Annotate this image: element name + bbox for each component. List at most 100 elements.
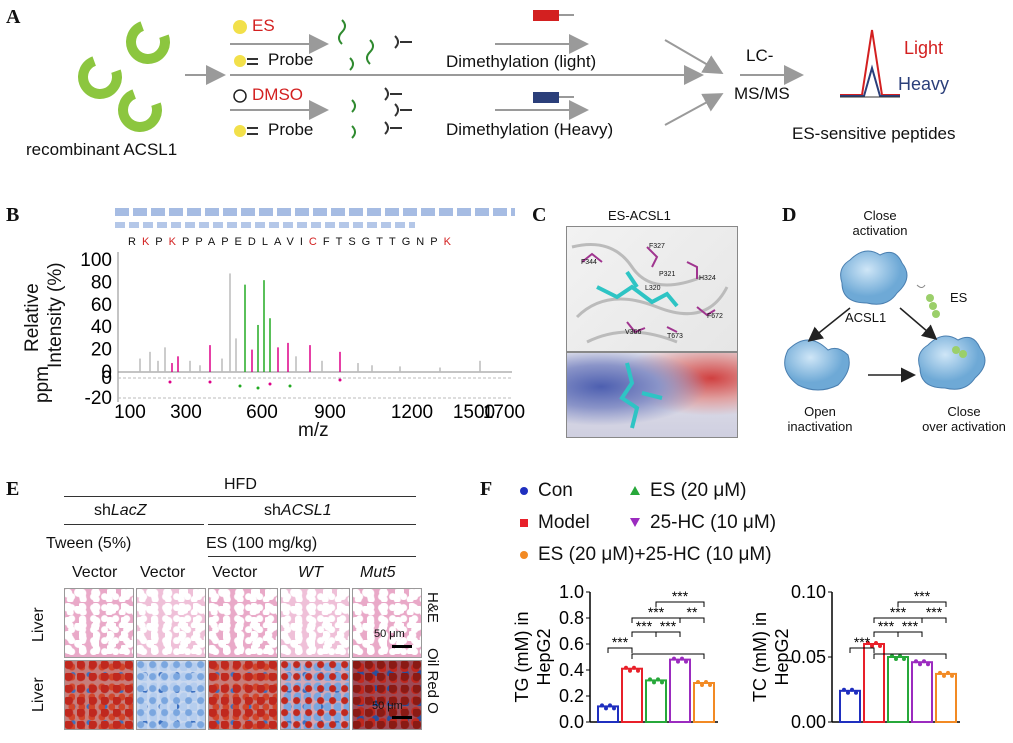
legend-item: Con bbox=[520, 480, 573, 502]
peptide-residue: L bbox=[261, 236, 274, 248]
data-point bbox=[842, 687, 846, 692]
legend-item: ES (20 μM)+25-HC (10 μM) bbox=[520, 544, 772, 566]
significance-label: *** bbox=[914, 588, 931, 604]
peptide-residue: K bbox=[141, 236, 156, 248]
y-tick-label: 0.6 bbox=[559, 634, 584, 654]
residue-f672: F672 bbox=[707, 313, 723, 320]
y-tick-label: 0.2 bbox=[559, 686, 584, 706]
es-label: ES bbox=[252, 16, 275, 35]
residue-l320: L320 bbox=[645, 285, 661, 292]
panel-label-c: C bbox=[532, 204, 547, 226]
data-point bbox=[608, 703, 612, 708]
residue-t673: T673 bbox=[667, 333, 683, 340]
significance-label: *** bbox=[636, 618, 653, 634]
oil-red-image-5 bbox=[352, 660, 422, 730]
data-point bbox=[898, 654, 902, 658]
dimethylation-heavy-label: Dimethylation (Heavy) bbox=[446, 120, 614, 139]
data-point bbox=[604, 706, 608, 711]
legend-item: Model bbox=[520, 512, 590, 534]
ppm-point bbox=[256, 386, 260, 390]
es-acsl1-title: ES-ACSL1 bbox=[608, 208, 671, 223]
residue-f344: F344 bbox=[581, 259, 597, 266]
significance-bracket bbox=[849, 647, 875, 653]
data-point bbox=[708, 683, 712, 687]
data-point bbox=[846, 690, 850, 695]
peptide-residue: K bbox=[443, 236, 457, 248]
hfd-label: HFD bbox=[224, 476, 257, 493]
data-point bbox=[628, 668, 632, 673]
y-axis-label: TG (mM) in bbox=[512, 612, 532, 703]
significance-bracket bbox=[873, 653, 947, 659]
peptide-icons-green bbox=[338, 19, 374, 139]
peptide-residue: P bbox=[195, 236, 208, 248]
data-point bbox=[902, 657, 906, 661]
col-mut5: Mut5 bbox=[360, 564, 396, 581]
bar bbox=[887, 656, 909, 723]
es-ligand-label: ES bbox=[950, 290, 968, 305]
y-tick-label: 0.00 bbox=[791, 712, 826, 732]
msms-label: MS/MS bbox=[734, 84, 790, 103]
y-tick-label: 0.0 bbox=[559, 712, 584, 732]
recombinant-label: recombinant ACSL1 bbox=[26, 140, 178, 159]
row-liver-2: Liver bbox=[30, 677, 47, 713]
data-point bbox=[656, 677, 660, 682]
residue-v366: V366 bbox=[625, 329, 642, 336]
chart-tg: 0.00.20.40.60.81.0TG (mM) in HepG2 *******… bbox=[512, 582, 718, 732]
significance-label: ** bbox=[687, 604, 698, 620]
legend-label: ES (20 μM)+25-HC (10 μM) bbox=[538, 544, 772, 565]
significance-bracket bbox=[897, 631, 923, 637]
es-sensitive-label: ES-sensitive peptides bbox=[792, 124, 956, 143]
legend-marker bbox=[520, 518, 528, 527]
ppm-point bbox=[268, 382, 272, 386]
col-vector-2: Vector bbox=[140, 564, 186, 581]
peptide-residue: K bbox=[168, 236, 182, 248]
ppm-tick: -20 bbox=[85, 388, 112, 409]
peptide-residue: D bbox=[247, 236, 262, 248]
data-point bbox=[918, 662, 922, 667]
peptide-icons-labeled bbox=[384, 35, 412, 135]
ppm-point bbox=[238, 384, 242, 388]
peptide-residue: R bbox=[128, 236, 142, 248]
acsl1-label: ACSL1 bbox=[845, 310, 887, 325]
peptide-residue: P bbox=[430, 236, 444, 248]
significance-label: *** bbox=[926, 604, 943, 620]
y-tick-label: 0.8 bbox=[559, 608, 584, 628]
oil-red-image-1 bbox=[64, 660, 134, 730]
peptide-residue: G bbox=[361, 236, 377, 248]
shlacz-label: shLacZ bbox=[94, 502, 147, 519]
significance-label: *** bbox=[660, 618, 677, 634]
ppm-label: ppm bbox=[32, 366, 53, 404]
data-point bbox=[874, 641, 878, 645]
panel-label-b: B bbox=[6, 204, 20, 226]
es-dose-label: ES (100 mg/kg) bbox=[206, 535, 318, 552]
data-point bbox=[636, 668, 640, 673]
data-point bbox=[938, 670, 942, 675]
significance-bracket bbox=[655, 631, 681, 637]
bar bbox=[693, 682, 715, 723]
peptide-residue: T bbox=[388, 236, 402, 248]
peptide-residue: A bbox=[273, 236, 287, 248]
data-point bbox=[696, 680, 700, 684]
data-point bbox=[854, 690, 858, 695]
data-point bbox=[942, 673, 946, 678]
panel-a-schematic bbox=[78, 10, 900, 139]
residue-f327: F327 bbox=[649, 243, 665, 250]
data-point bbox=[704, 680, 708, 684]
tween-label: Tween (5%) bbox=[46, 535, 132, 552]
legend-marker bbox=[520, 550, 528, 559]
heavy-peak bbox=[840, 64, 900, 97]
data-point bbox=[950, 673, 954, 678]
y-axis-label: TC (mM) in bbox=[750, 612, 770, 702]
light-legend: Light bbox=[904, 38, 944, 58]
peptide-residue: F bbox=[322, 236, 336, 248]
data-point bbox=[878, 644, 882, 648]
he-image-4 bbox=[280, 588, 350, 658]
data-point bbox=[600, 703, 604, 708]
data-point bbox=[684, 659, 688, 664]
probe-label-2: Probe bbox=[268, 120, 314, 139]
ppm-tick: 0 bbox=[101, 368, 112, 389]
oil-red-stain-label: Oil Red O bbox=[424, 648, 441, 714]
bar-charts: 0.00.20.40.60.81.0TG (mM) in HepG2 *******… bbox=[512, 582, 960, 732]
spectrum-header-text bbox=[115, 208, 515, 216]
